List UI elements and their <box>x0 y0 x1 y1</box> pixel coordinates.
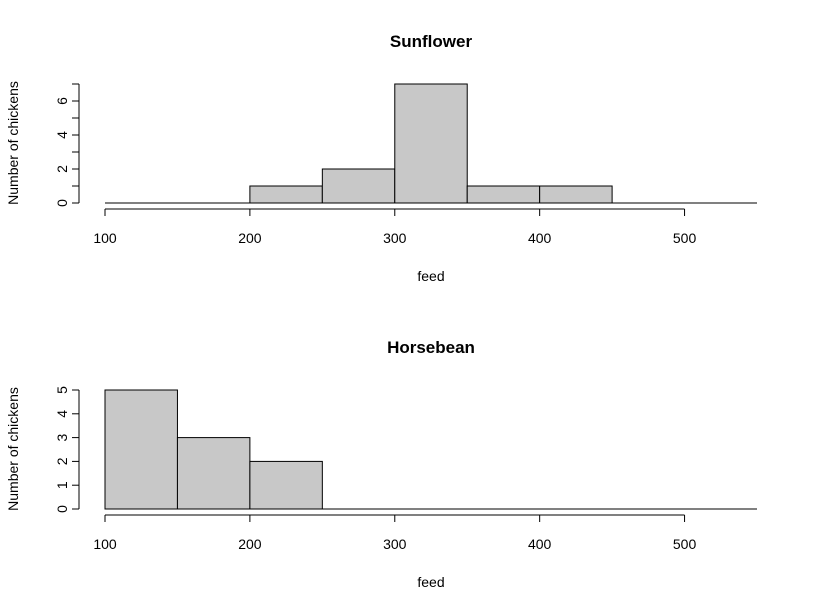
y-axis: 0 2 4 6 <box>54 83 80 207</box>
x-tick-label: 300 <box>383 230 407 246</box>
y-tick-label: 1 <box>54 481 70 489</box>
horsebean-histogram: Horsebean Number of chickens feed 100 200… <box>5 338 757 590</box>
y-axis-label: Number of chickens <box>5 387 21 511</box>
x-tick-label: 400 <box>528 230 552 246</box>
x-tick-label: 500 <box>673 230 697 246</box>
histogram-bar <box>321 168 396 204</box>
y-tick-label: 4 <box>54 410 70 418</box>
chart-title: Horsebean <box>387 338 475 357</box>
x-tick-label: 300 <box>383 536 407 552</box>
x-axis-label: feed <box>417 574 444 590</box>
y-tick-label: 2 <box>54 165 70 173</box>
y-tick-label: 4 <box>54 131 70 139</box>
x-tick-label: 100 <box>93 536 117 552</box>
y-tick-label: 5 <box>54 386 70 394</box>
x-tick-label: 500 <box>673 536 697 552</box>
histogram-bar <box>249 460 323 510</box>
bars <box>105 83 757 204</box>
x-axis: 100 200 300 400 500 <box>93 208 697 246</box>
y-axis-label: Number of chickens <box>5 81 21 205</box>
histogram-bar <box>104 389 178 510</box>
x-tick-label: 200 <box>238 536 262 552</box>
x-tick-label: 100 <box>93 230 117 246</box>
x-axis-label: feed <box>417 268 444 284</box>
y-tick-label: 2 <box>54 457 70 465</box>
histogram-bar <box>249 185 323 204</box>
histogram-bar <box>539 185 613 204</box>
histogram-bar <box>176 437 251 510</box>
y-tick-label: 6 <box>54 97 70 105</box>
histogram-bar <box>394 83 468 204</box>
x-tick-label: 200 <box>238 230 262 246</box>
sunflower-histogram: Sunflower Number of chickens feed 100 200… <box>5 32 757 284</box>
histogram-bar <box>466 185 541 204</box>
chart-title: Sunflower <box>390 32 473 51</box>
bars <box>104 389 757 510</box>
y-axis: 0 1 2 3 4 5 <box>54 386 80 513</box>
x-tick-label: 400 <box>528 536 552 552</box>
x-axis: 100 200 300 400 500 <box>93 514 697 552</box>
y-tick-label: 0 <box>54 505 70 513</box>
y-tick-label: 3 <box>54 433 70 441</box>
y-tick-label: 0 <box>54 199 70 207</box>
